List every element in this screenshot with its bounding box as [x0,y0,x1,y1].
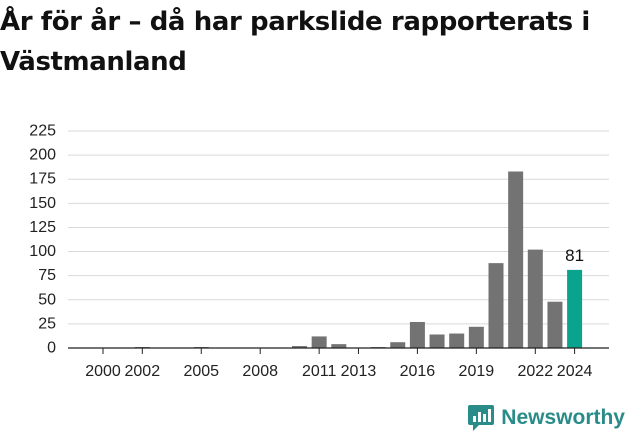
bar-2015 [390,342,406,348]
y-tick-label: 150 [29,195,56,212]
bar-2020 [488,263,504,348]
bar-2017 [429,334,445,348]
bar-2019 [468,326,484,348]
brand-name: Newsworthy [501,406,625,429]
x-tick-label: 2002 [125,363,161,380]
tick-labels: 0 25 50 75 100 125 150 175 200 225 2000 2002 2005 200… [29,123,592,381]
bars [134,171,583,348]
y-tick-label: 75 [38,267,56,284]
y-tick-label: 225 [29,123,56,140]
bar-2021 [508,171,524,348]
bar-2022 [527,249,543,348]
y-tick-label: 125 [29,219,56,236]
bar-2011 [311,336,327,348]
bar-2024 [567,269,583,348]
x-tick-label: 2022 [518,363,554,380]
y-tick-label: 200 [29,147,56,164]
x-tick-label: 2000 [85,363,121,380]
x-tick-label: 2019 [459,363,495,380]
newsworthy-chart-icon [468,405,495,431]
x-tick-label: 2024 [557,363,593,380]
x-tick-label: 2005 [183,363,219,380]
axes [68,347,609,354]
y-tick-label: 175 [29,171,56,188]
newsworthy-logo: Newsworthy [467,403,625,433]
x-tick-label: 2013 [341,363,377,380]
bar-2023 [547,301,563,348]
x-tick-label: 2016 [400,363,436,380]
y-tick-label: 50 [38,291,56,308]
bar-2018 [449,333,465,348]
bar-2012 [331,344,347,348]
y-tick-label: 0 [47,340,56,357]
bar-2010 [292,346,307,348]
x-tick-label: 2008 [242,363,278,380]
chart-title: År för år – då har parkslide rapporterat… [0,7,590,77]
bar-2016 [409,321,425,348]
data-label-2024: 81 [565,246,584,265]
x-tick-label: 2011 [302,363,337,380]
y-tick-label: 100 [29,243,56,260]
y-tick-label: 25 [38,315,56,332]
